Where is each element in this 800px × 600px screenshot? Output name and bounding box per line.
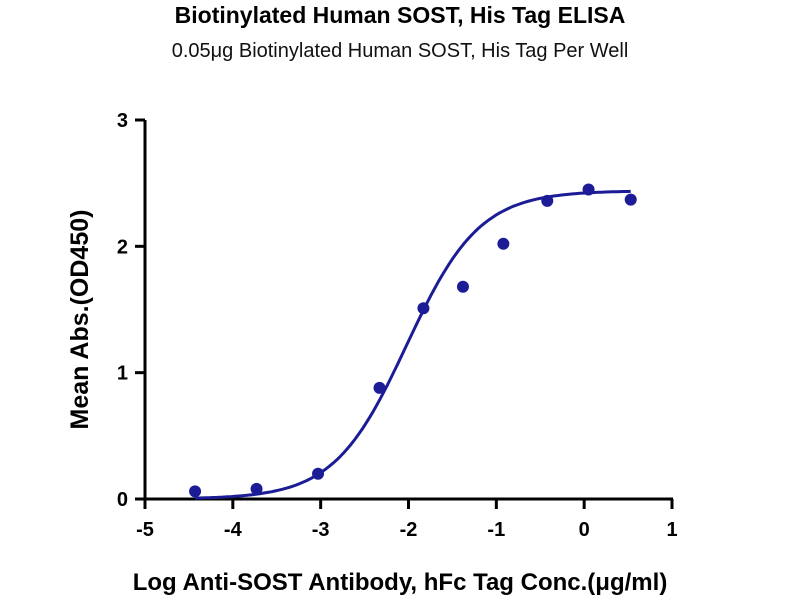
x-tick-label: -1	[487, 519, 505, 541]
data-point	[456, 280, 469, 293]
x-tick-label: -4	[224, 519, 243, 541]
fit-curve-group	[195, 189, 631, 500]
x-tick-label: -5	[136, 519, 154, 541]
data-point	[582, 183, 595, 196]
data-points-group	[189, 183, 637, 498]
data-point	[373, 381, 386, 394]
x-tick-label: -3	[312, 519, 330, 541]
y-tick-label: 0	[117, 489, 128, 511]
x-axis-title: Log Anti-SOST Antibody, hFc Tag Conc.(μg…	[133, 569, 668, 596]
data-point	[541, 194, 554, 207]
x-tick-label: -2	[400, 519, 418, 541]
y-tick-label: 3	[117, 110, 128, 132]
data-point	[189, 485, 202, 498]
fit-curve	[195, 189, 631, 500]
data-point	[250, 482, 263, 495]
axes: -5 -4 -3 -2 -1 0 1 0 1 2 3	[117, 110, 678, 541]
data-point	[497, 237, 510, 250]
x-tick-label: 1	[666, 519, 677, 541]
y-axis-title: Mean Abs.(OD450)	[66, 210, 94, 430]
y-tick-label: 2	[117, 236, 128, 258]
y-tick-label: 1	[117, 363, 128, 385]
chart-title: Biotinylated Human SOST, His Tag ELISA	[174, 2, 626, 28]
data-point	[417, 302, 430, 315]
data-point	[312, 467, 325, 480]
data-point	[624, 193, 637, 206]
x-tick-label: 0	[579, 519, 590, 541]
chart-subtitle: 0.05μg Biotinylated Human SOST, His Tag …	[171, 40, 629, 62]
